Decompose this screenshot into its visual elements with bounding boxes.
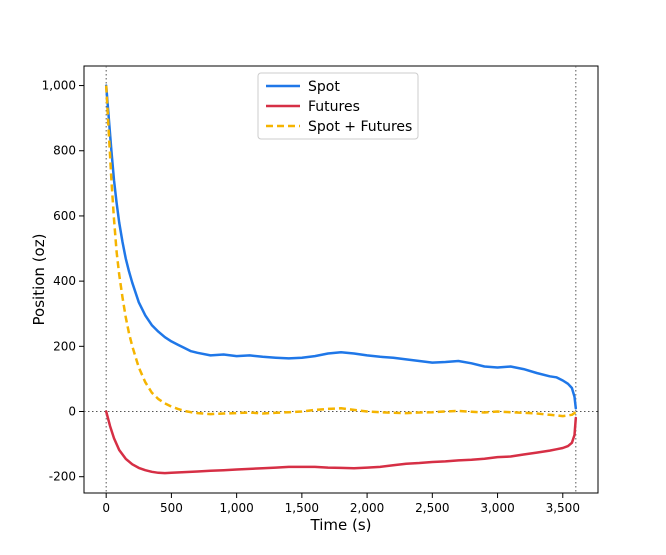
y-tick-label: 0 (68, 405, 76, 419)
y-tick-label: 400 (53, 274, 76, 288)
plot-area (83, 65, 599, 494)
y-tick-label: 600 (53, 209, 76, 223)
x-tick-label: 2,500 (415, 501, 449, 515)
series-line-futures (104, 410, 578, 475)
legend-label-spot: Spot (308, 79, 340, 95)
x-axis-title: Time (s) (310, 516, 372, 534)
x-tick-label: 3,500 (546, 501, 580, 515)
legend: Spot Futures Spot + Futures (257, 72, 419, 140)
y-axis: -200 0 200 400 600 800 1,000 (42, 79, 84, 484)
series-line-spot (104, 84, 578, 410)
y-tick-label: 1,000 (42, 79, 76, 93)
x-tick-label: 500 (160, 501, 183, 515)
legend-box (257, 72, 419, 140)
x-tick-label: 1,500 (285, 501, 319, 515)
x-tick-label: 1,000 (219, 501, 253, 515)
legend-label-spot-plus-futures: Spot + Futures (308, 119, 412, 135)
series-layer (104, 84, 578, 475)
x-tick-label: 0 (102, 501, 110, 515)
x-axis: 0 500 1,000 1,500 2,000 2,500 3,000 3,500 (102, 493, 580, 515)
y-axis-title: Position (oz) (30, 234, 48, 326)
y-tick-label: 800 (53, 144, 76, 158)
y-tick-label: 200 (53, 339, 76, 353)
x-tick-label: 2,000 (350, 501, 384, 515)
series-line-spot-plus-futures (104, 85, 577, 418)
y-tick-label: -200 (49, 470, 76, 484)
legend-label-futures: Futures (308, 99, 360, 115)
reference-lines (84, 66, 598, 493)
x-tick-label: 3,000 (480, 501, 514, 515)
plot-frame (83, 65, 599, 494)
